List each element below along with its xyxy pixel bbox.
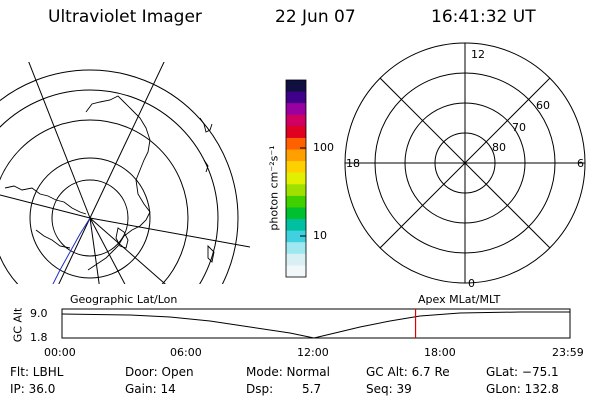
- x-tick-0000: 00:00: [44, 346, 76, 359]
- colorbar-cell: [286, 207, 306, 220]
- map-meridian: [0, 194, 91, 219]
- coastline: [207, 244, 215, 263]
- mlt-label-18: 18: [346, 157, 360, 170]
- colorbar-cell: [286, 219, 306, 232]
- map-meridian: [89, 217, 100, 284]
- status-filter: Flt: LBHL: [10, 365, 64, 379]
- mlt-label-6: 6: [577, 157, 584, 170]
- colorbar-cell: [286, 80, 306, 93]
- lat-label-60: 60: [536, 99, 550, 112]
- map-lat-circle: [0, 89, 219, 284]
- map-lat-circle: [0, 69, 239, 284]
- mlt-label-0: 0: [468, 277, 475, 290]
- ground-track: [52, 217, 91, 284]
- observation-time: 16:41:32 UT: [431, 7, 536, 27]
- status-door: Door: Open: [125, 365, 194, 379]
- map-meridian: [89, 62, 165, 219]
- map-lat-circle: [0, 119, 189, 284]
- status-ip: IP: 36.0: [10, 382, 56, 396]
- colorbar-cell: [286, 253, 306, 266]
- status-dsp-value: 5.7: [302, 382, 322, 396]
- colorbar-cell: [286, 114, 306, 127]
- map-meridian: [28, 62, 91, 219]
- lat-label-80: 80: [492, 141, 506, 154]
- colorbar-cell: [286, 103, 306, 116]
- map-meridian: [58, 217, 91, 284]
- x-tick-1200: 12:00: [297, 346, 329, 359]
- status-gc-altitude: GC Alt: 6.7 Re: [366, 365, 450, 379]
- geographic-caption: Geographic Lat/Lon: [70, 293, 178, 306]
- colorbar-cell: [286, 161, 306, 174]
- apex-caption: Apex MLat/MLT: [418, 293, 501, 306]
- map-lat-circle: [51, 179, 129, 257]
- map-lat-circle: [29, 157, 151, 279]
- colorbar-cell: [286, 265, 306, 278]
- lat-label-70: 70: [512, 121, 526, 134]
- altitude-curve: [61, 311, 570, 339]
- x-tick-0600: 06:00: [170, 346, 202, 359]
- colorbar-cell: [286, 137, 306, 151]
- coastline: [203, 159, 209, 173]
- timeline-y-tick-min: 1.8: [30, 331, 48, 344]
- polar-diagonal: [379, 77, 551, 249]
- colorbar-cell: [286, 184, 306, 197]
- map-meridian: [89, 217, 166, 284]
- colorbar-cell: [286, 242, 306, 255]
- colorbar-cell: [286, 126, 306, 139]
- colorbar-tick-10: 10: [313, 229, 327, 242]
- mlt-label-12: 12: [471, 48, 485, 61]
- map-meridian: [89, 217, 126, 284]
- colorbar-tick-100: 100: [313, 141, 334, 154]
- status-glon: GLon: 132.8: [486, 382, 559, 396]
- instrument-title: Ultraviolet Imager: [48, 7, 202, 27]
- coastline: [4, 185, 87, 215]
- colorbar-cell: [286, 195, 306, 208]
- coastline: [85, 95, 151, 271]
- colorbar-cell: [286, 149, 306, 162]
- observation-date: 22 Jun 07: [275, 7, 356, 27]
- timeline-y-tick-max: 9.0: [30, 307, 48, 320]
- map-meridian: [89, 217, 250, 248]
- status-mode: Mode: Normal: [246, 365, 330, 379]
- status-gain: Gain: 14: [125, 382, 176, 396]
- coastline: [199, 117, 213, 133]
- status-dsp-label: Dsp:: [246, 382, 274, 396]
- colorbar-cell: [286, 91, 306, 104]
- x-tick-1800: 18:00: [424, 346, 456, 359]
- coastline: [115, 227, 129, 249]
- colorbar-cell: [286, 172, 306, 185]
- status-glat: GLat: −75.1: [486, 365, 559, 379]
- x-tick-2359: 23:59: [552, 346, 584, 359]
- coastline: [35, 229, 71, 249]
- colorbar-cell: [286, 230, 306, 243]
- status-sequence: Seq: 39: [366, 382, 412, 396]
